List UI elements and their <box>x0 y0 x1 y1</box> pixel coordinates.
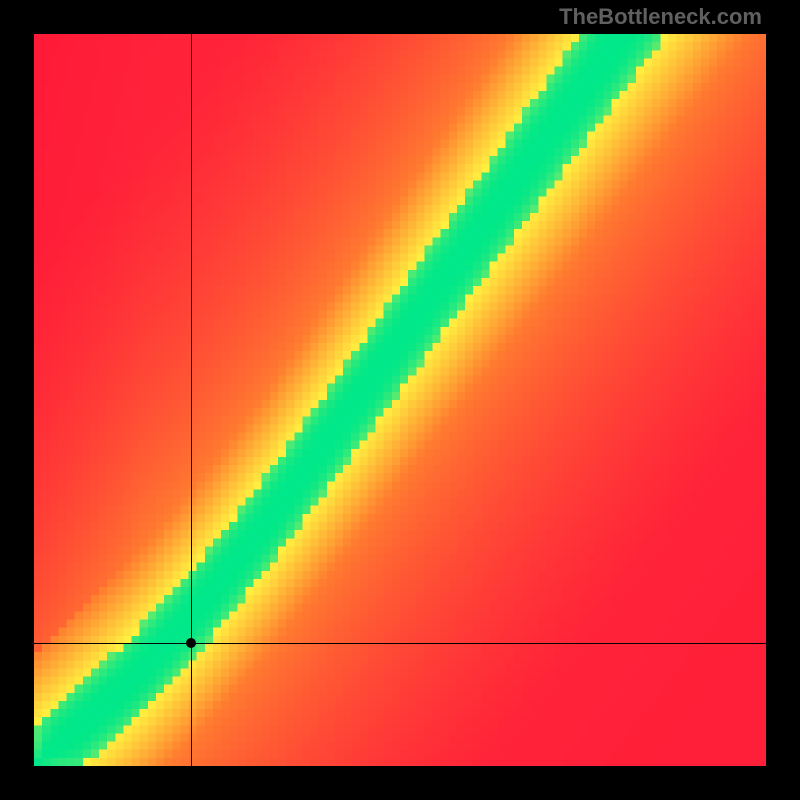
crosshair-horizontal <box>34 643 766 644</box>
chart-container: TheBottleneck.com <box>0 0 800 800</box>
crosshair-marker <box>186 638 196 648</box>
watermark-text: TheBottleneck.com <box>559 4 762 30</box>
heatmap-canvas <box>34 34 766 766</box>
crosshair-vertical <box>191 34 192 766</box>
plot-area <box>34 34 766 766</box>
